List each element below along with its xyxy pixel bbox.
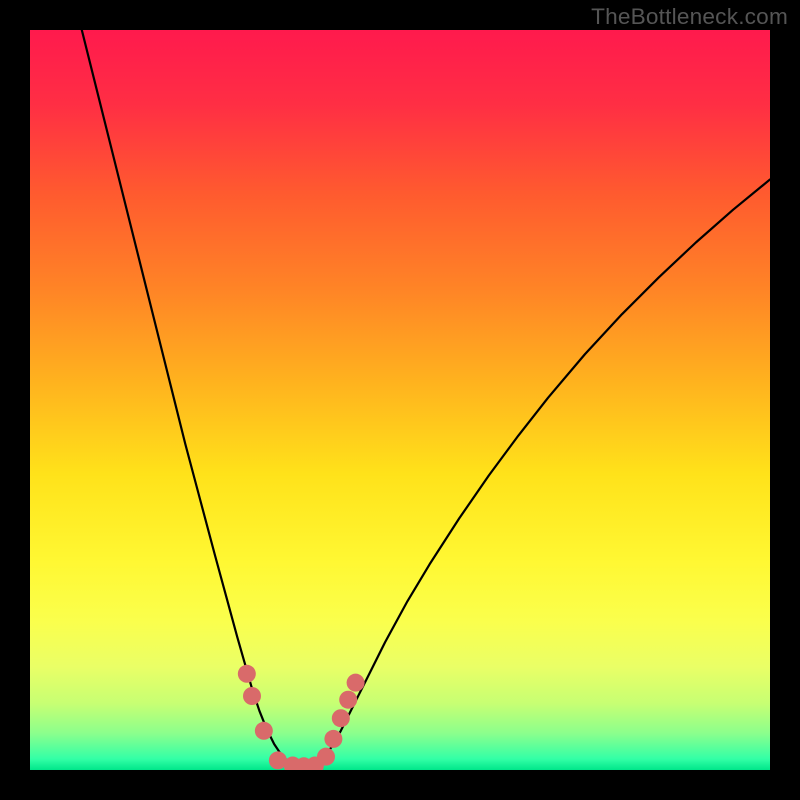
plot-background: [30, 30, 770, 770]
plot-svg: [30, 30, 770, 770]
plot-frame: [30, 30, 770, 770]
curve-marker: [332, 709, 350, 727]
curve-marker: [317, 748, 335, 766]
curve-marker: [243, 687, 261, 705]
curve-marker: [339, 691, 357, 709]
curve-marker: [324, 730, 342, 748]
watermark-text: TheBottleneck.com: [591, 4, 788, 30]
curve-marker: [238, 665, 256, 683]
curve-marker: [255, 722, 273, 740]
figure-root: TheBottleneck.com: [0, 0, 800, 800]
curve-marker: [347, 674, 365, 692]
